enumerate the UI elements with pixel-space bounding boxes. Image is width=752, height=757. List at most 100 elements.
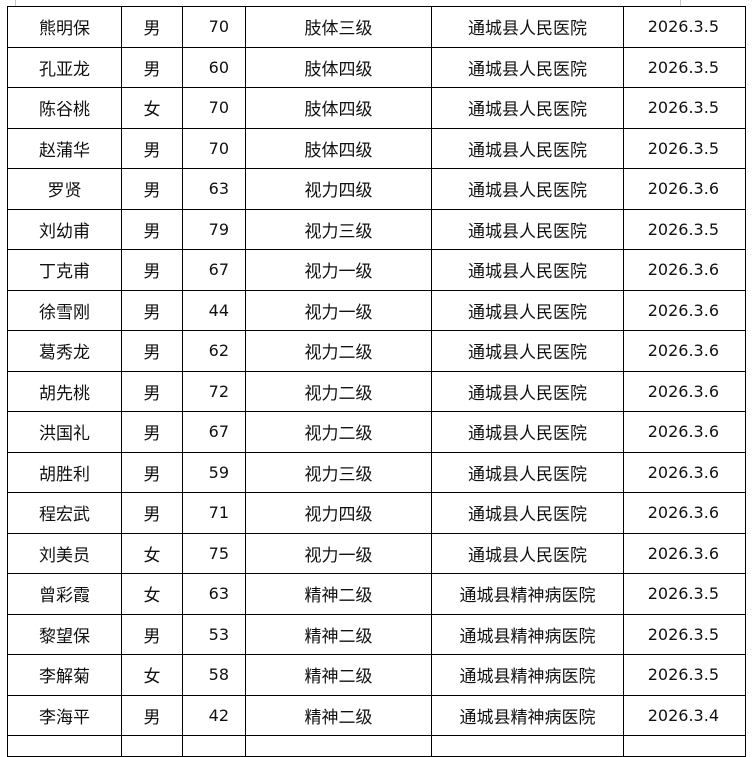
table-row: 刘美员女 75 视力一级 通城县人民医院 2026.3.6 — [7, 532, 746, 574]
name-cell: 徐雪刚 — [7, 289, 122, 331]
disability-assessment-table: 熊明保男 70 肢体三级 通城县人民医院 2026.3.5 孔亚龙男 60 肢体四级 通城县人民… — [7, 6, 746, 757]
name-cell: 程宏武 — [7, 492, 122, 534]
age-cell: 70 — [182, 127, 246, 169]
hospital-cell: 通城县人民医院 — [431, 411, 624, 453]
table-row: 李海平男 42 精神二级 通城县精神病医院 2026.3.4 — [7, 694, 746, 736]
hospital-cell: 通城县人民医院 — [431, 451, 624, 493]
gender-cell: 女 — [121, 654, 183, 696]
name-cell: 罗贤 — [7, 168, 122, 210]
disability-level-cell: 视力三级 — [245, 451, 432, 493]
age-cell: 70 — [182, 6, 246, 48]
disability-level-cell: 精神二级 — [245, 613, 432, 655]
name-cell: 李解菊 — [7, 654, 122, 696]
name-cell: 李海平 — [7, 694, 122, 736]
gender-cell: 男 — [121, 208, 183, 250]
date-cell: 2026.3.6 — [623, 370, 746, 412]
age-cell: 70 — [182, 87, 246, 129]
date-cell: 2026.3.5 — [623, 46, 746, 88]
age-cell: 60 — [182, 46, 246, 88]
gender-cell: 男 — [121, 289, 183, 331]
gender-cell: 女 — [121, 532, 183, 574]
hospital-cell: 通城县人民医院 — [431, 532, 624, 574]
gender-cell: 男 — [121, 694, 183, 736]
date-cell: 2026.3.5 — [623, 208, 746, 250]
name-cell: 胡胜利 — [7, 451, 122, 493]
table-row: 胡先桃男 72 视力二级 通城县人民医院 2026.3.6 — [7, 370, 746, 412]
name-cell: 黎望保 — [7, 613, 122, 655]
disability-level-cell: 肢体四级 — [245, 46, 432, 88]
age-cell: 63 — [182, 573, 246, 615]
disability-level-cell: 肢体三级 — [245, 6, 432, 48]
gender-cell: 男 — [121, 6, 183, 48]
age-cell: 79 — [182, 208, 246, 250]
hospital-cell: 通城县人民医院 — [431, 289, 624, 331]
age-cell: 72 — [182, 370, 246, 412]
date-cell: 2026.3.5 — [623, 654, 746, 696]
name-cell: 孔亚龙 — [7, 46, 122, 88]
age-cell: 42 — [182, 694, 246, 736]
gender-cell: 男 — [121, 451, 183, 493]
hospital-cell: 通城县人民医院 — [431, 249, 624, 291]
date-cell: 2026.3.6 — [623, 411, 746, 453]
name-cell: 陈谷桃 — [7, 87, 122, 129]
disability-level-cell: 精神二级 — [245, 694, 432, 736]
age-cell: 53 — [182, 613, 246, 655]
gender-cell: 男 — [121, 411, 183, 453]
disability-level-cell: 精神二级 — [245, 654, 432, 696]
date-cell: 2026.3.5 — [623, 87, 746, 129]
gender-cell: 男 — [121, 127, 183, 169]
table-row: 徐雪刚男 44 视力一级 通城县人民医院 2026.3.6 — [7, 289, 746, 331]
disability-level-cell: 视力四级 — [245, 168, 432, 210]
table-row: 丁克甫男 67 视力一级 通城县人民医院 2026.3.6 — [7, 249, 746, 291]
gender-cell: 男 — [121, 249, 183, 291]
table-row: 曾彩霞女 63 精神二级 通城县精神病医院 2026.3.5 — [7, 573, 746, 615]
name-cell: 胡先桃 — [7, 370, 122, 412]
hospital-cell: 通城县人民医院 — [431, 168, 624, 210]
age-cell: 67 — [182, 249, 246, 291]
age-cell: 58 — [182, 654, 246, 696]
hospital-cell: 通城县精神病医院 — [431, 613, 624, 655]
name-cell: 丁克甫 — [7, 249, 122, 291]
disability-level-cell: 视力三级 — [245, 208, 432, 250]
gender-cell: 男 — [121, 370, 183, 412]
disability-level-cell: 肢体四级 — [245, 87, 432, 129]
age-cell: 71 — [182, 492, 246, 534]
hospital-cell: 通城县人民医院 — [431, 492, 624, 534]
hospital-cell: 通城县人民医院 — [431, 46, 624, 88]
age-cell: 62 — [182, 330, 246, 372]
date-cell: 2026.3.5 — [623, 127, 746, 169]
hospital-cell: 通城县人民医院 — [431, 330, 624, 372]
date-cell: 2026.3.5 — [623, 613, 746, 655]
disability-level-cell: 视力一级 — [245, 249, 432, 291]
hospital-cell: 通城县人民医院 — [431, 370, 624, 412]
hospital-cell: 通城县人民医院 — [431, 127, 624, 169]
disability-level-cell: 视力二级 — [245, 330, 432, 372]
table-row: 孔亚龙男 60 肢体四级 通城县人民医院 2026.3.5 — [7, 46, 746, 88]
name-cell: 曾彩霞 — [7, 573, 122, 615]
table-row: 李解菊女 58 精神二级 通城县精神病医院 2026.3.5 — [7, 654, 746, 696]
table-row: 刘幼甫男 79 视力三级 通城县人民医院 2026.3.5 — [7, 208, 746, 250]
table-row: 熊明保男 70 肢体三级 通城县人民医院 2026.3.5 — [7, 6, 746, 48]
name-cell: 洪国礼 — [7, 411, 122, 453]
table-row: 黎望保男 53 精神二级 通城县精神病医院 2026.3.5 — [7, 613, 746, 655]
name-cell: 熊明保 — [7, 6, 122, 48]
gender-cell: 男 — [121, 330, 183, 372]
disability-level-cell: 视力二级 — [245, 411, 432, 453]
age-cell: 59 — [182, 451, 246, 493]
date-cell: 2026.3.6 — [623, 289, 746, 331]
table-row: 葛秀龙男 62 视力二级 通城县人民医院 2026.3.6 — [7, 330, 746, 372]
gender-cell: 男 — [121, 492, 183, 534]
disability-level-cell: 视力一级 — [245, 532, 432, 574]
hospital-cell: 通城县精神病医院 — [431, 654, 624, 696]
date-cell: 2026.3.4 — [623, 694, 746, 736]
name-cell: 刘幼甫 — [7, 208, 122, 250]
hospital-cell: 通城县人民医院 — [431, 6, 624, 48]
hospital-cell: 通城县人民医院 — [431, 87, 624, 129]
age-cell: 63 — [182, 168, 246, 210]
table-row: 洪国礼男 67 视力二级 通城县人民医院 2026.3.6 — [7, 411, 746, 453]
date-cell: 2026.3.6 — [623, 330, 746, 372]
table-row: 赵蒲华男 70 肢体四级 通城县人民医院 2026.3.5 — [7, 127, 746, 169]
name-cell: 刘美员 — [7, 532, 122, 574]
gender-cell: 女 — [121, 87, 183, 129]
disability-level-cell: 视力一级 — [245, 289, 432, 331]
